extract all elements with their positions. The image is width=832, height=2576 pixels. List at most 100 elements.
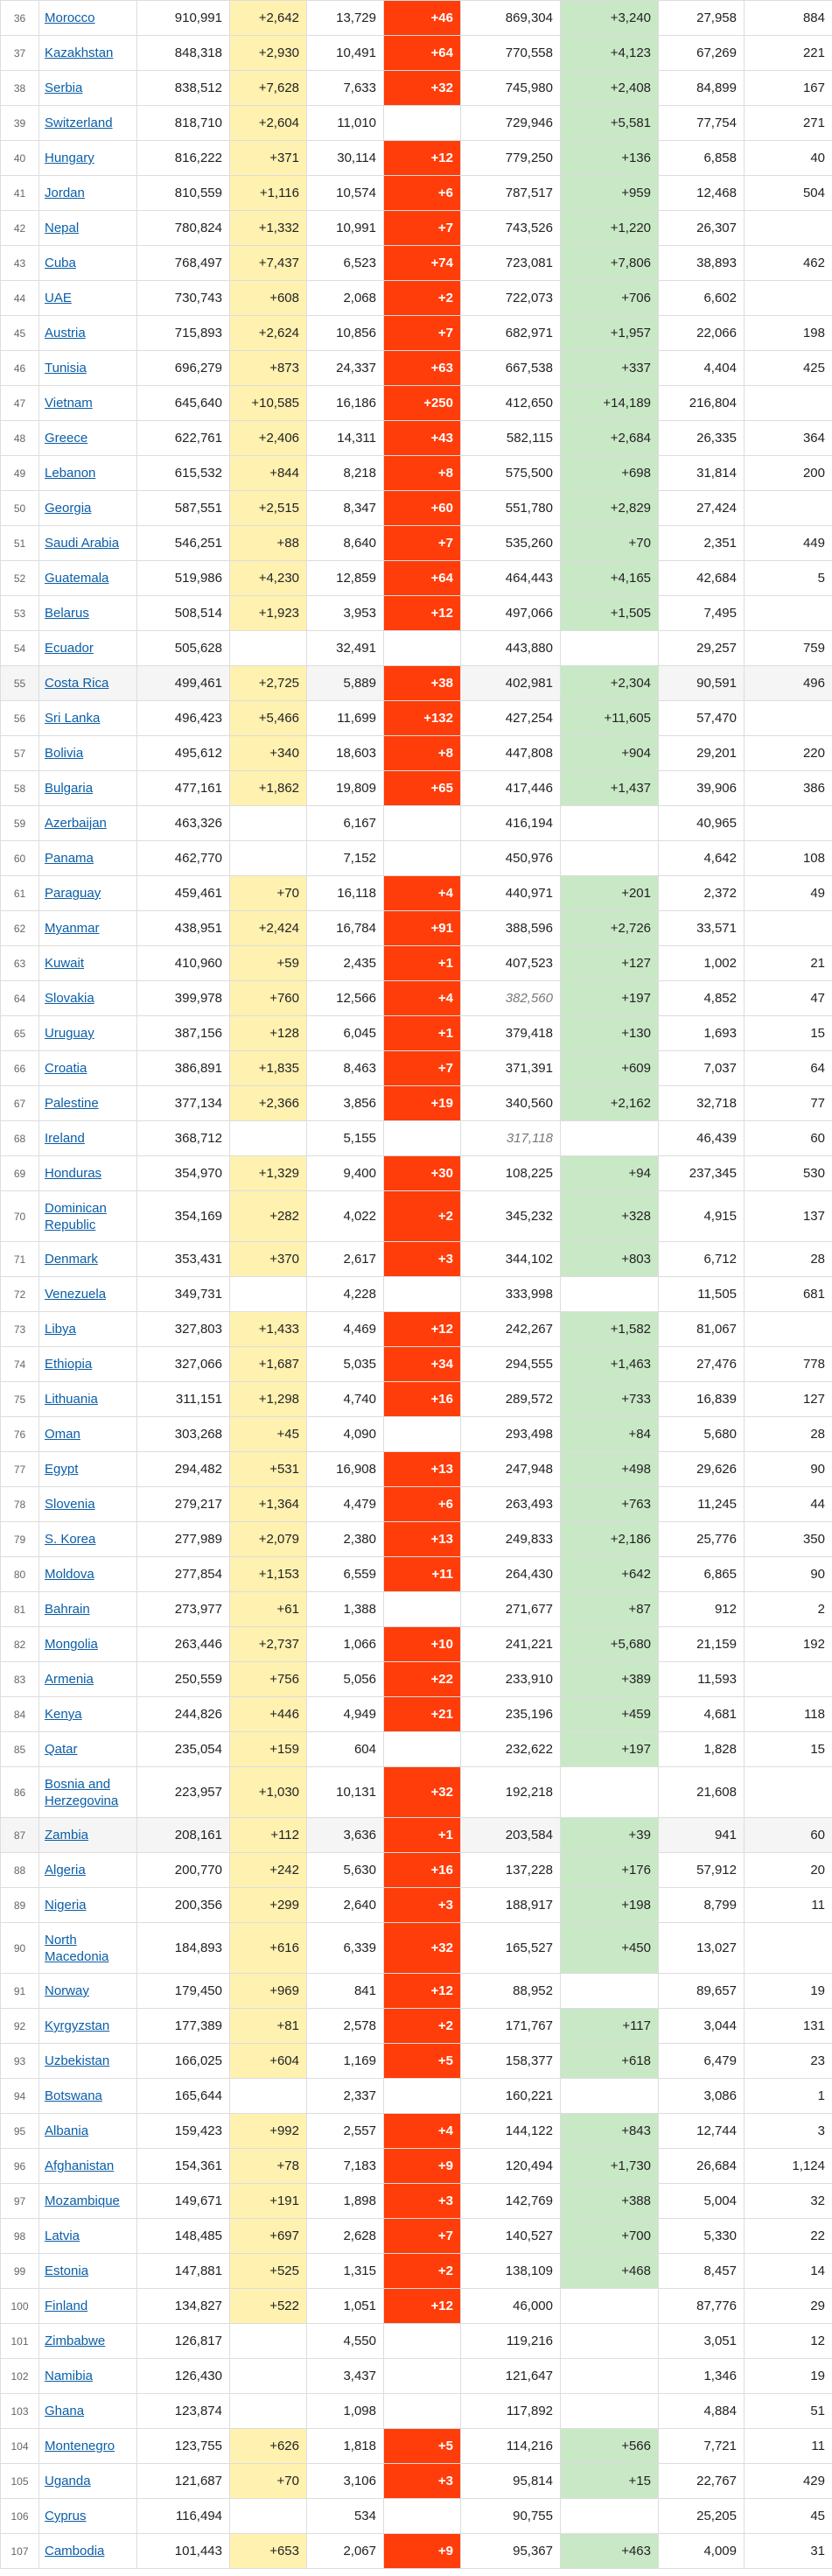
country-link[interactable]: Bulgaria [45, 781, 94, 796]
new-recovered-cell [560, 2358, 659, 2394]
country-link[interactable]: Cyprus [45, 2509, 87, 2523]
country-link[interactable]: Venezuela [45, 1287, 107, 1302]
country-link[interactable]: Kuwait [45, 956, 85, 971]
row-number-cell: 37 [0, 35, 39, 71]
new-deaths-cell: +74 [383, 245, 461, 281]
country-link[interactable]: Croatia [45, 1061, 87, 1076]
country-link[interactable]: S. Korea [45, 1532, 96, 1547]
country-link[interactable]: Guatemala [45, 571, 109, 586]
serious-critical-cell: 28 [744, 1416, 832, 1452]
country-link[interactable]: Palestine [45, 1096, 99, 1111]
country-link[interactable]: Cambodia [45, 2544, 105, 2558]
country-link[interactable]: Bahrain [45, 1602, 90, 1617]
country-link[interactable]: Tunisia [45, 361, 87, 376]
country-link[interactable]: Zimbabwe [45, 2334, 106, 2348]
country-link[interactable]: Belarus [45, 606, 89, 621]
country-link[interactable]: Botswana [45, 2088, 102, 2103]
country-link[interactable]: Namibia [45, 2369, 94, 2383]
country-link[interactable]: Kazakhstan [45, 46, 114, 60]
country-link[interactable]: Ireland [45, 1131, 85, 1146]
new-deaths-cell: +32 [383, 70, 461, 106]
country-link[interactable]: Nigeria [45, 1898, 87, 1913]
active-cases-cell: 22,767 [658, 2463, 745, 2499]
country-cell: Latvia [38, 2218, 137, 2254]
country-link[interactable]: Dominican Republic [45, 1200, 107, 1232]
active-cases-cell: 57,912 [658, 1852, 745, 1888]
country-link[interactable]: Morocco [45, 11, 95, 25]
new-recovered-cell: +5,680 [560, 1626, 659, 1662]
country-link[interactable]: Afghanistan [45, 2158, 115, 2173]
country-link[interactable]: Kenya [45, 1707, 82, 1722]
total-deaths-cell: 1,066 [306, 1626, 384, 1662]
country-link[interactable]: Greece [45, 431, 88, 446]
country-link[interactable]: Paraguay [45, 886, 101, 901]
country-link[interactable]: Mozambique [45, 2193, 120, 2208]
country-link[interactable]: Uruguay [45, 1026, 94, 1041]
table-row: 39 Switzerland 818,710 +2,604 11,010 729,946 +… [0, 105, 832, 141]
total-recovered-cell: 144,122 [460, 2113, 561, 2149]
country-link[interactable]: Denmark [45, 1252, 98, 1267]
country-link[interactable]: Georgia [45, 501, 92, 516]
total-cases-cell: 277,989 [136, 1521, 230, 1557]
total-recovered-cell: 551,780 [460, 490, 561, 526]
country-link[interactable]: Ethiopia [45, 1357, 93, 1372]
country-link[interactable]: Moldova [45, 1567, 94, 1582]
row-number-cell: 63 [0, 945, 39, 981]
country-link[interactable]: Serbia [45, 81, 83, 95]
country-link[interactable]: Ecuador [45, 641, 94, 656]
total-cases-cell: 377,134 [136, 1085, 230, 1121]
total-recovered-cell: 95,814 [460, 2463, 561, 2499]
country-link[interactable]: Slovenia [45, 1497, 95, 1512]
country-link[interactable]: Kyrgyzstan [45, 2018, 110, 2033]
country-link[interactable]: Montenegro [45, 2439, 115, 2453]
country-link[interactable]: Nepal [45, 221, 80, 235]
country-link[interactable]: Vietnam [45, 396, 93, 411]
country-link[interactable]: Bosnia and Herzegovina [45, 1776, 119, 1808]
country-link[interactable]: Estonia [45, 2264, 89, 2278]
serious-critical-cell: 127 [744, 1381, 832, 1417]
country-link[interactable]: Qatar [45, 1742, 78, 1757]
serious-critical-cell: 131 [744, 2008, 832, 2044]
total-recovered-cell: 388,596 [460, 910, 561, 946]
country-link[interactable]: Norway [45, 1983, 89, 1998]
country-link[interactable]: Mongolia [45, 1637, 98, 1652]
country-link[interactable]: Sri Lanka [45, 711, 101, 726]
country-link[interactable]: Finland [45, 2299, 88, 2313]
country-link[interactable]: North Macedonia [45, 1932, 109, 1964]
country-link[interactable]: UAE [45, 291, 72, 305]
country-link[interactable]: Libya [45, 1322, 76, 1337]
country-link[interactable]: Switzerland [45, 116, 113, 130]
new-deaths-cell [383, 105, 461, 141]
new-deaths-cell [383, 2078, 461, 2114]
country-link[interactable]: Hungary [45, 151, 94, 165]
country-link[interactable]: Lebanon [45, 466, 96, 481]
country-link[interactable]: Panama [45, 851, 94, 866]
country-link[interactable]: Jordan [45, 186, 85, 200]
country-cell: Belarus [38, 595, 137, 631]
country-link[interactable]: Cuba [45, 256, 76, 270]
country-link[interactable]: Azerbaijan [45, 816, 107, 831]
country-link[interactable]: Oman [45, 1427, 80, 1442]
new-cases-cell: +756 [229, 1661, 307, 1697]
new-recovered-cell: +130 [560, 1015, 659, 1051]
country-link[interactable]: Myanmar [45, 921, 100, 936]
serious-critical-cell [744, 210, 832, 246]
serious-critical-cell: 425 [744, 350, 832, 386]
country-link[interactable]: Bolivia [45, 746, 84, 761]
country-link[interactable]: Algeria [45, 1863, 86, 1878]
country-link[interactable]: Egypt [45, 1462, 79, 1477]
country-link[interactable]: Uganda [45, 2474, 91, 2488]
country-link[interactable]: Armenia [45, 1672, 94, 1687]
total-deaths-cell: 6,523 [306, 245, 384, 281]
country-link[interactable]: Lithuania [45, 1392, 98, 1407]
country-link[interactable]: Costa Rica [45, 676, 109, 691]
country-link[interactable]: Zambia [45, 1828, 89, 1843]
country-link[interactable]: Slovakia [45, 991, 94, 1006]
country-link[interactable]: Honduras [45, 1166, 102, 1181]
country-link[interactable]: Austria [45, 326, 86, 340]
country-link[interactable]: Saudi Arabia [45, 536, 120, 551]
country-link[interactable]: Latvia [45, 2229, 80, 2243]
country-link[interactable]: Albania [45, 2123, 89, 2138]
country-link[interactable]: Uzbekistan [45, 2053, 110, 2068]
country-link[interactable]: Ghana [45, 2404, 85, 2418]
